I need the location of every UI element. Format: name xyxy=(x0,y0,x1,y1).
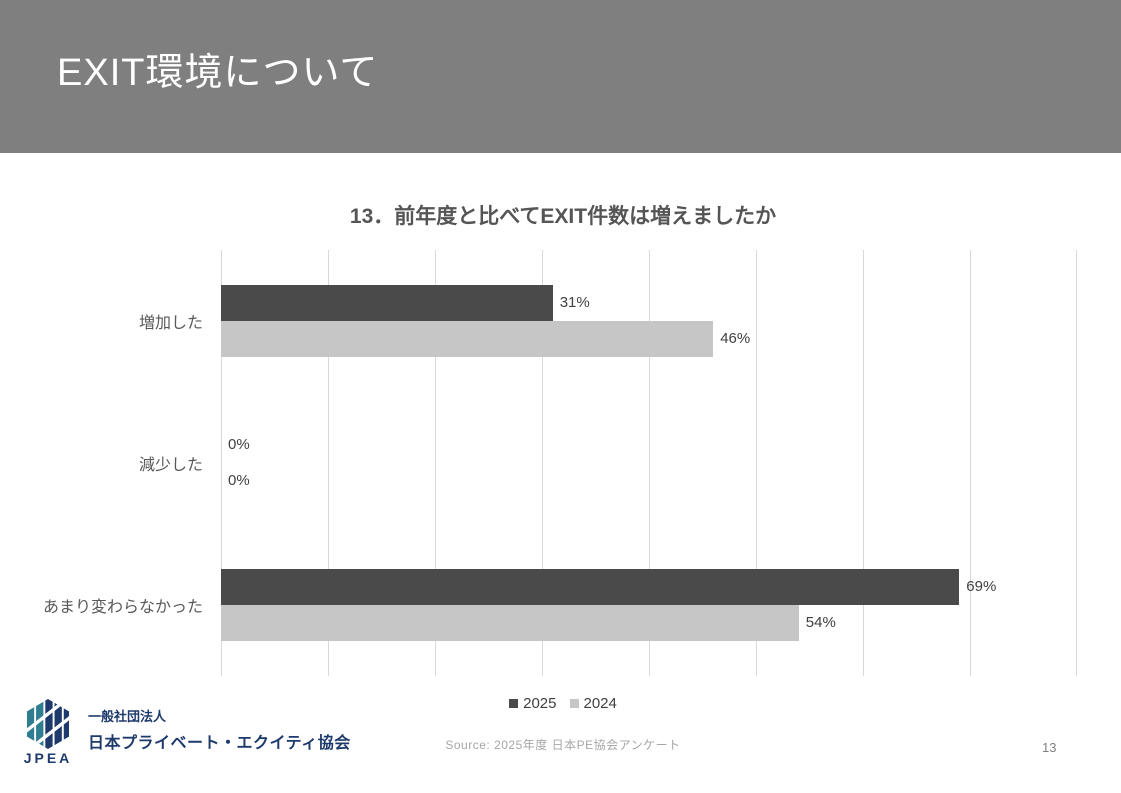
logo-org-name: 日本プライベート・エクイティ協会 xyxy=(88,735,351,752)
logo-icon-column: JPEA xyxy=(20,699,76,766)
chart-row-1: 0% 0% xyxy=(221,392,1076,534)
category-label-2: あまり変わらなかった xyxy=(42,599,203,616)
legend-item-2025: 2025 xyxy=(509,694,557,712)
logo-org-type: 一般社団法人 xyxy=(88,709,167,724)
bar-2024-0 xyxy=(221,321,714,357)
legend-label-2025: 2025 xyxy=(523,694,557,712)
value-label-2025-0: 31% xyxy=(559,294,590,311)
chart-row-2: 69% 54% xyxy=(221,534,1076,676)
legend-label-2024: 2024 xyxy=(583,694,617,712)
chart-area: 増加した減少したあまり変わらなかった 31% 46% 0% 0% 69% 54% xyxy=(42,250,1077,676)
source-text: Source: 2025年度 日本PE協会アンケート xyxy=(445,738,681,752)
page-title: EXIT環境について xyxy=(57,52,379,94)
value-label-2024-1: 0% xyxy=(228,472,250,489)
category-label-0: 増加した xyxy=(138,315,203,332)
jpea-logo: JPEA 一般社団法人 日本プライベート・エクイティ協会 xyxy=(20,699,351,766)
jpea-hexagon-icon xyxy=(26,699,70,749)
logo-text: 一般社団法人 日本プライベート・エクイティ協会 xyxy=(88,699,351,753)
legend-swatch-2025-icon xyxy=(509,698,519,708)
value-label-2024-2: 54% xyxy=(805,614,836,631)
page-number: 13 xyxy=(1042,740,1057,755)
bar-2025-0 xyxy=(221,285,553,321)
value-label-2025-2: 69% xyxy=(966,578,997,595)
bar-2025-2 xyxy=(221,569,960,605)
value-label-2024-0: 46% xyxy=(720,330,751,347)
logo-acronym: JPEA xyxy=(23,750,73,766)
value-label-2025-1: 0% xyxy=(228,436,250,453)
plot-area: 31% 46% 0% 0% 69% 54% xyxy=(221,250,1077,676)
legend-swatch-2024-icon xyxy=(569,698,579,708)
chart-legend: 2025 2024 xyxy=(49,694,1077,712)
slide-header: EXIT環境について xyxy=(0,0,1121,153)
legend-item-2024: 2024 xyxy=(569,694,617,712)
category-axis: 増加した減少したあまり変わらなかった xyxy=(42,250,203,676)
bar-2024-2 xyxy=(221,605,799,641)
category-label-1: 減少した xyxy=(138,457,203,474)
chart-title: 13．前年度と比べてEXIT件数は増えましたか xyxy=(349,205,777,228)
chart-row-0: 31% 46% xyxy=(221,250,1076,392)
